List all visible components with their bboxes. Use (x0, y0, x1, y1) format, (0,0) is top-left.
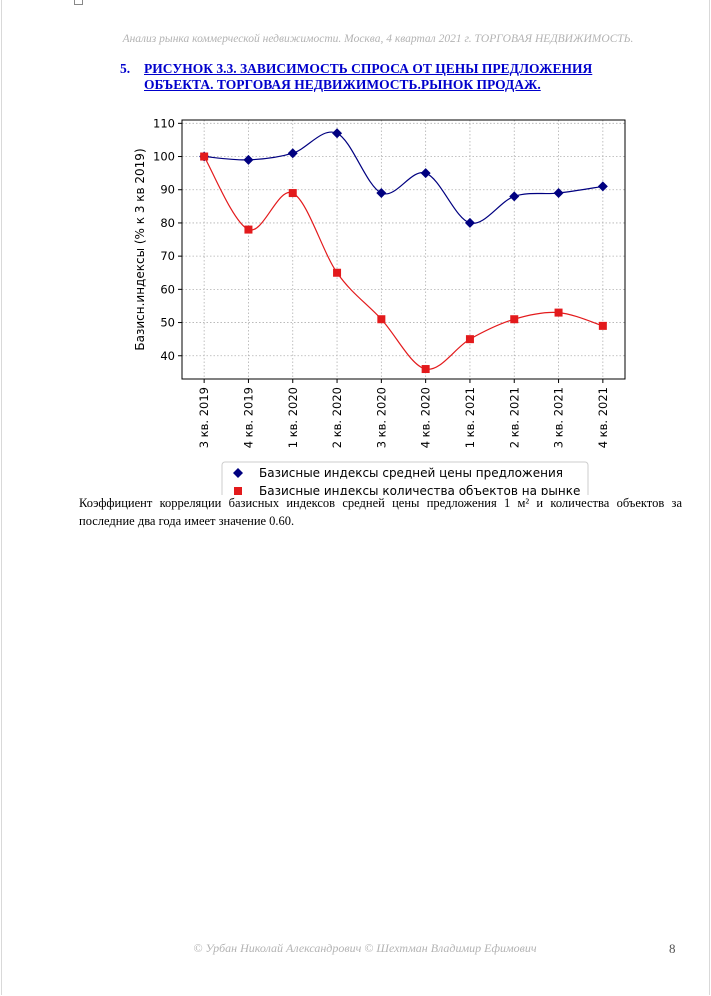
x-tick-label: 1 кв. 2020 (286, 387, 300, 448)
x-tick-label: 4 кв. 2020 (419, 387, 433, 448)
y-tick-label: 60 (160, 282, 175, 296)
data-point-series-1 (287, 148, 298, 159)
figure-number: 5. (120, 61, 131, 76)
data-point-series-2 (333, 268, 342, 277)
data-point-series-1 (464, 217, 475, 228)
x-tick-label: 2 кв. 2021 (507, 387, 521, 448)
running-header: Анализ рынка коммерческой недвижимости. … (122, 33, 634, 45)
x-tick-label: 3 кв. 2019 (197, 387, 211, 448)
y-tick-label: 100 (153, 150, 175, 164)
y-axis-label: Базисн.индексы (% к 3 кв 2019) (133, 148, 147, 350)
data-point-series-1 (553, 188, 564, 199)
chart: 40 50 60 70 80 90 100 110 3 кв. 2019 4 кв. 2019 1 … (133, 116, 626, 498)
data-point-series-1 (420, 168, 431, 179)
legend-marker-1 (233, 468, 243, 478)
series-line-2 (203, 156, 604, 370)
x-tick-label: 3 кв. 2021 (552, 387, 566, 448)
data-point-series-1 (243, 154, 254, 165)
legend-marker-2 (234, 487, 242, 495)
data-point-series-2 (421, 365, 430, 374)
legend-box (221, 461, 589, 495)
plot-frame (181, 119, 626, 380)
data-point-series-2 (244, 225, 253, 234)
legend-label-2: Базисные индексы количества объектов на … (259, 484, 580, 498)
data-point-series-1 (376, 188, 387, 199)
data-point-series-1 (597, 181, 608, 192)
y-tick-label: 50 (160, 316, 175, 330)
y-tick-label: 110 (153, 116, 175, 130)
data-point-series-2 (598, 321, 607, 330)
data-point-series-2 (288, 189, 297, 198)
data-point-series-1 (509, 191, 520, 202)
text-boundary-mark (74, 0, 83, 5)
correlation-paragraph: Коэффициент корреляции базисных индексов… (79, 496, 682, 528)
chart-legend: Базисные индексы средней цены предложени… (221, 461, 589, 498)
y-tick-label: 40 (160, 349, 175, 363)
figure-caption-line-1[interactable]: РИСУНОК 3.3. ЗАВИСИМОСТЬ СПРОСА ОТ ЦЕНЫ … (144, 61, 593, 76)
data-point-series-1 (332, 128, 343, 139)
data-point-series-2 (554, 308, 563, 317)
x-tick-label: 4 кв. 2019 (241, 387, 255, 448)
data-point-series-2 (510, 315, 519, 324)
footer-copyright: © Урбан Николай Александрович © Шехтман … (193, 941, 537, 955)
x-tick-label: 1 кв. 2021 (463, 387, 477, 448)
y-tick-label: 70 (160, 249, 175, 263)
data-point-series-2 (377, 315, 386, 324)
y-tick-label: 80 (160, 216, 175, 230)
x-tick-label: 3 кв. 2020 (374, 387, 388, 448)
x-tick-label: 2 кв. 2020 (330, 387, 344, 448)
series-line-1 (204, 131, 603, 224)
y-tick-label: 90 (160, 183, 175, 197)
x-tick-label: 4 кв. 2021 (596, 387, 610, 448)
figure-caption-line-2[interactable]: ОБЪЕКТА. ТОРГОВАЯ НЕДВИЖИМОСТЬ.РЫНОК ПРО… (144, 77, 541, 92)
data-point-series-2 (200, 152, 209, 161)
data-point-series-2 (465, 335, 474, 344)
page-number: 8 (669, 941, 676, 956)
legend-label-1: Базисные индексы средней цены предложени… (259, 466, 563, 480)
